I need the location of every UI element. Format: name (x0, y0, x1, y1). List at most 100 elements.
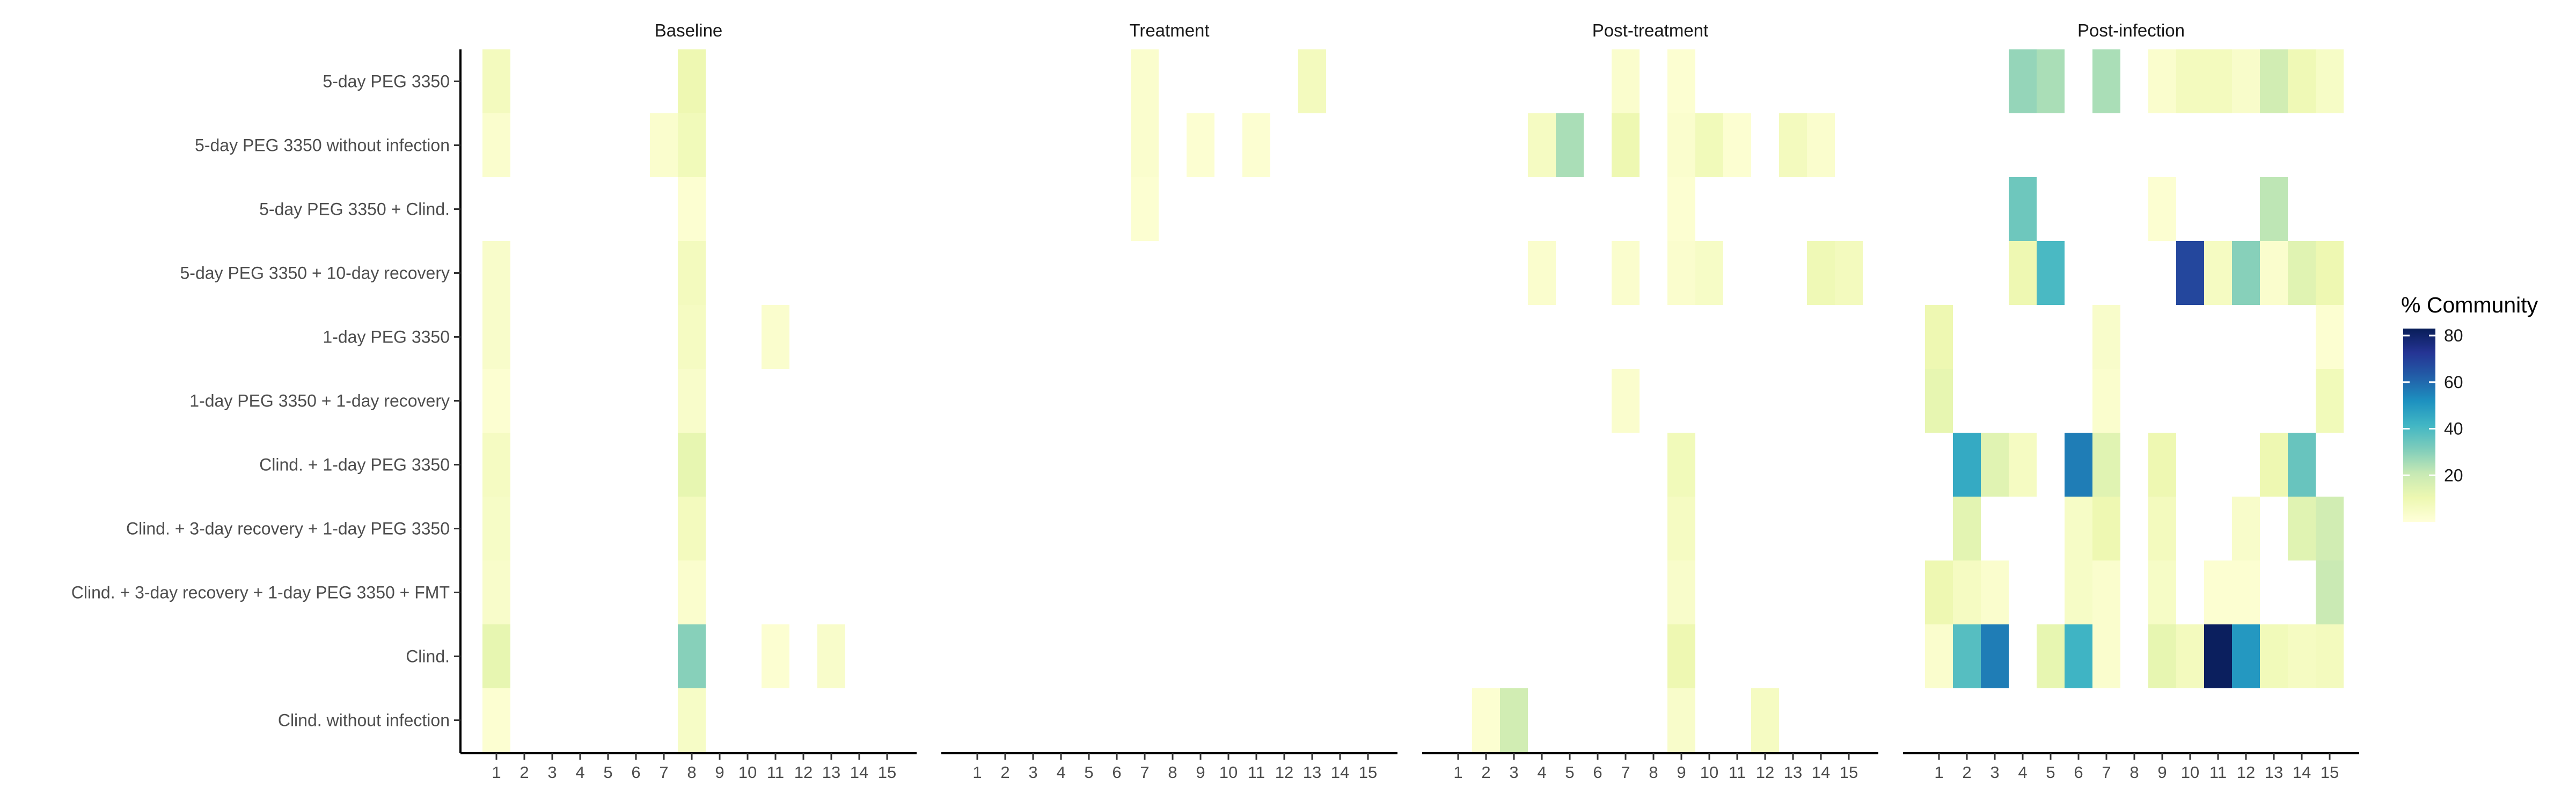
heatmap-cell (817, 624, 845, 688)
heatmap-cell (482, 624, 510, 688)
heatmap-cell (2092, 305, 2120, 369)
heatmap-cell (2148, 624, 2176, 688)
heatmap-cell (2092, 49, 2120, 113)
x-tick-label: 7 (1140, 763, 1149, 782)
heatmap-cell (762, 624, 789, 688)
heatmap-cell (2092, 624, 2120, 688)
heatmap-cell (650, 113, 678, 177)
x-tick-label: 14 (850, 763, 868, 782)
heatmap-cell (1835, 241, 1863, 305)
heatmap-cell (1667, 560, 1695, 624)
heatmap-cell (2148, 497, 2176, 560)
heatmap-cell (2288, 241, 2316, 305)
heatmap-cell (2148, 177, 2176, 241)
heatmap-cell (2092, 497, 2120, 560)
heatmap-cell (1242, 113, 1270, 177)
x-tick-label: 5 (2046, 763, 2055, 782)
x-tick-label: 12 (2237, 763, 2255, 782)
heatmap-cell (1612, 369, 1640, 433)
x-tick-label: 6 (2074, 763, 2083, 782)
x-tick-label: 3 (1509, 763, 1518, 782)
x-tick-label: 13 (2265, 763, 2283, 782)
heatmap-cell (678, 624, 706, 688)
heatmap-cell (1131, 113, 1159, 177)
x-tick-label: 13 (822, 763, 840, 782)
x-tick-label: 8 (1649, 763, 1658, 782)
heatmap-cell (2204, 241, 2232, 305)
heatmap-cell (678, 305, 706, 369)
heatmap-cell (1925, 624, 1953, 688)
x-tick-label: 1 (1453, 763, 1462, 782)
x-tick-label: 15 (878, 763, 896, 782)
x-tick-label: 9 (2157, 763, 2167, 782)
y-tick-label: Clind. (406, 647, 450, 666)
heatmap-cell (1131, 49, 1159, 113)
x-tick-label: 11 (2209, 763, 2227, 782)
heatmap-cell (678, 113, 706, 177)
y-tick-label: 5-day PEG 3350 (323, 72, 450, 91)
x-tick-label: 7 (659, 763, 668, 782)
heatmap-cell (2316, 369, 2344, 433)
x-tick-label: 3 (1990, 763, 1999, 782)
x-tick-label: 5 (603, 763, 612, 782)
heatmap-cell (2009, 177, 2037, 241)
heatmap-cell (1807, 241, 1835, 305)
facet-title: Post-treatment (1592, 20, 1708, 40)
heatmap-cell (2009, 241, 2037, 305)
heatmap-cell (1667, 624, 1695, 688)
heatmap-cell (1187, 113, 1214, 177)
x-tick-label: 2 (1481, 763, 1490, 782)
x-tick-label: 6 (1593, 763, 1602, 782)
heatmap-cell (482, 433, 510, 497)
heatmap-cell (2148, 433, 2176, 497)
heatmap-cell (1500, 688, 1528, 752)
x-tick-label: 15 (1359, 763, 1377, 782)
x-tick-label: 3 (547, 763, 557, 782)
x-tick-label: 12 (1756, 763, 1774, 782)
x-tick-label: 13 (1303, 763, 1321, 782)
heatmap-cell (482, 241, 510, 305)
heatmap-cell (2260, 177, 2288, 241)
x-tick-label: 5 (1084, 763, 1093, 782)
x-tick-label: 9 (1196, 763, 1205, 782)
x-tick-label: 14 (2293, 763, 2311, 782)
x-tick-label: 10 (738, 763, 757, 782)
heatmap-cell (482, 560, 510, 624)
x-tick-label: 15 (1840, 763, 1858, 782)
x-tick-label: 7 (1621, 763, 1630, 782)
heatmap-cell (1667, 241, 1695, 305)
heatmap-cell (2316, 49, 2344, 113)
heatmap-cell (2065, 497, 2092, 560)
heatmap-cell (1723, 113, 1751, 177)
heatmap-cell (1981, 624, 2009, 688)
heatmap-cell (2037, 624, 2065, 688)
heatmap-cell (1528, 241, 1556, 305)
heatmap-cell (2204, 560, 2232, 624)
x-tick-label: 11 (1248, 763, 1265, 782)
heatmap-cell (678, 560, 706, 624)
y-tick-label: Clind. + 3-day recovery + 1-day PEG 3350 (126, 519, 450, 538)
heatmap-cell (2037, 49, 2065, 113)
heatmap-cell (482, 113, 510, 177)
y-tick-label: Clind. + 1-day PEG 3350 (259, 455, 450, 475)
x-tick-label: 10 (1219, 763, 1238, 782)
heatmap-cell (1695, 241, 1723, 305)
x-tick-label: 11 (1729, 763, 1746, 782)
heatmap-cell (2009, 433, 2037, 497)
heatmap-cell (1667, 113, 1695, 177)
x-tick-label: 3 (1028, 763, 1037, 782)
heatmap-cell (1298, 49, 1326, 113)
x-tick-label: 10 (1700, 763, 1718, 782)
heatmap-cell (2316, 560, 2344, 624)
legend-tick-label: 40 (2444, 419, 2463, 439)
heatmap-cell (2316, 497, 2344, 560)
heatmap-cell (1925, 305, 1953, 369)
x-tick-label: 8 (687, 763, 696, 782)
heatmap-cell (1667, 688, 1695, 752)
heatmap-cell (1667, 177, 1695, 241)
heatmap-cell (1695, 113, 1723, 177)
y-tick-label: Clind. + 3-day recovery + 1-day PEG 3350… (71, 583, 450, 602)
x-tick-label: 1 (492, 763, 501, 782)
heatmap-cell (2065, 560, 2092, 624)
